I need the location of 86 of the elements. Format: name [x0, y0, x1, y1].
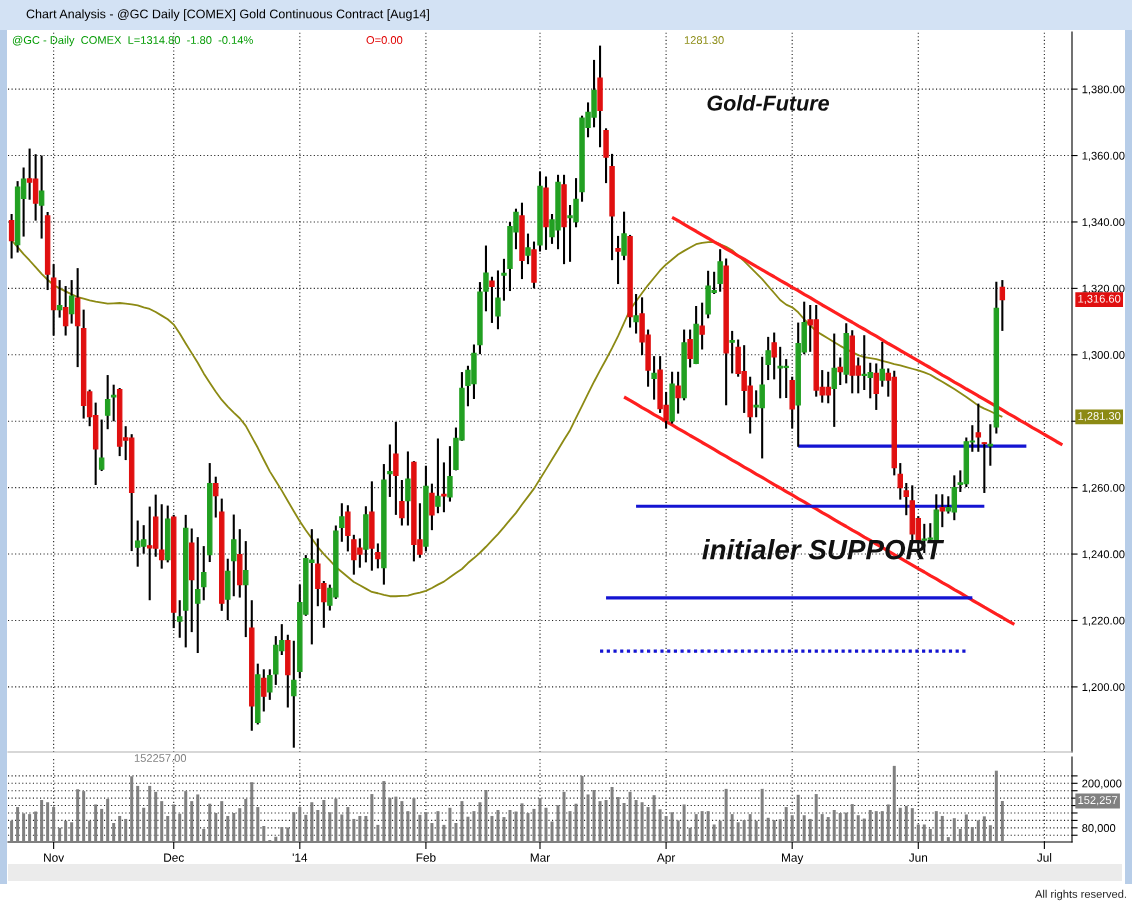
- annotation: 152257.00: [134, 754, 187, 762]
- candlestick: [291, 639, 297, 749]
- x-tick-label: Feb: [416, 853, 436, 862]
- y-tick-label: 1,240.00: [1082, 550, 1125, 560]
- annotation: 1281.30: [684, 36, 724, 44]
- candlestick: [975, 402, 982, 453]
- candlestick: [675, 370, 681, 415]
- candlestick: [495, 269, 501, 331]
- candlestick: [213, 475, 219, 519]
- candlestick: [345, 504, 351, 553]
- candlestick: [68, 279, 75, 325]
- candlestick: [729, 329, 735, 375]
- candlestick: [687, 328, 693, 369]
- x-tick-label: Jun: [908, 853, 928, 862]
- text: 1,281.30: [1078, 412, 1121, 422]
- y-tick-label: 1,220.00: [1082, 616, 1125, 626]
- candlestick: [8, 212, 15, 260]
- x-tick-label: May: [782, 853, 804, 865]
- candlestick: [981, 441, 988, 494]
- y-tick-label: 1,200.00: [1082, 683, 1125, 693]
- candlestick: [195, 536, 201, 655]
- candlestick: [717, 248, 723, 293]
- x-tick-label: Nov: [44, 853, 65, 862]
- candlestick: [939, 493, 946, 529]
- candlestick: [765, 335, 771, 382]
- candlestick: [621, 210, 627, 262]
- candlestick: [633, 292, 639, 335]
- candlestick: [999, 279, 1006, 332]
- y-tick-label: 1,380.00: [1082, 85, 1125, 95]
- candlestick: [261, 668, 267, 713]
- x-tick-label: Jul: [1037, 853, 1052, 862]
- candlestick: [62, 285, 69, 337]
- candlestick: [243, 540, 249, 639]
- y-tick-label: 1,320.00: [1082, 284, 1125, 294]
- candlestick: [699, 301, 705, 351]
- y-tick-label: 200,000: [1082, 779, 1122, 789]
- candlestick: [435, 437, 441, 515]
- y-tick-label: 1,340.00: [1082, 218, 1125, 228]
- candlestick: [831, 332, 837, 428]
- candlestick: [98, 418, 105, 473]
- candlestick: [447, 445, 453, 503]
- candlestick: [501, 257, 507, 302]
- candlestick: [177, 599, 183, 639]
- candlestick: [879, 340, 885, 388]
- candlestick: [375, 542, 381, 570]
- text: 1,316.60: [1078, 294, 1121, 304]
- x-tick-label: Dec: [164, 853, 184, 862]
- candlestick: [615, 234, 621, 286]
- candlestick: [873, 362, 879, 411]
- candlestick: [38, 154, 45, 240]
- x-tick-label: '14: [292, 853, 308, 862]
- candlestick: [339, 502, 345, 543]
- candlestick: [489, 275, 495, 324]
- candlestick: [56, 279, 63, 319]
- candlestick: [525, 232, 531, 266]
- candlestick: [399, 478, 405, 527]
- candlestick: [158, 503, 165, 570]
- candlestick: [201, 545, 207, 602]
- text: All rights reserved.: [1035, 889, 1126, 901]
- y-tick-label: 80,000: [1082, 824, 1116, 834]
- annotation: @GC - Daily COMEX L=1314.80 -1.80 -0.14%: [12, 35, 253, 47]
- line-series: [670, 215, 1064, 447]
- candlestick: [110, 383, 117, 423]
- candlestick: [387, 443, 393, 498]
- candlestick: [441, 461, 447, 514]
- chart-title: Chart Analysis - @GC Daily [COMEX] Gold Continuous Contract [Aug14]: [26, 9, 429, 21]
- candlestick: [903, 481, 910, 517]
- candlestick: [837, 356, 843, 387]
- candlestick: [405, 450, 411, 527]
- x-tick-label: Mar: [530, 853, 550, 862]
- x-tick-label: Apr: [656, 853, 676, 865]
- candlestick: [231, 513, 237, 598]
- annotation: O=0.00: [366, 36, 403, 44]
- y-tick-label: 1,360.00: [1082, 151, 1125, 161]
- candlestick: [897, 462, 903, 501]
- annotation: Gold-Future: [707, 94, 829, 111]
- y-tick-label: 1,260.00: [1082, 483, 1125, 494]
- candlestick: [429, 482, 435, 532]
- candlestick: [104, 374, 111, 431]
- candlestick: [267, 668, 273, 701]
- candlestick: [771, 331, 777, 381]
- text: 152,257: [1078, 796, 1118, 806]
- candlestick: [651, 355, 657, 401]
- candlestick: [393, 420, 399, 516]
- y-tick-label: 1,300.00: [1082, 351, 1125, 361]
- line-series: [622, 395, 1016, 627]
